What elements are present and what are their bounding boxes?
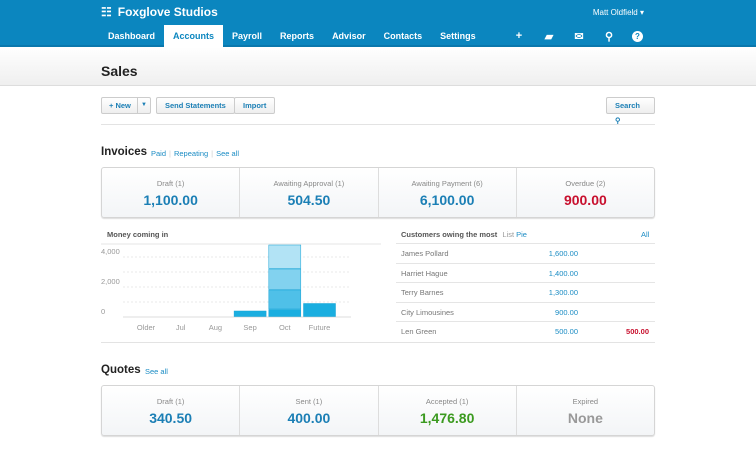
customer-amount: 900.00	[555, 307, 578, 317]
customer-row[interactable]: Harriet Hague 1,400.00	[396, 262, 655, 283]
pie-view-link[interactable]: Pie	[516, 230, 527, 239]
main-nav: Dashboard Accounts Payroll Reports Advis…	[99, 25, 485, 47]
import-button[interactable]: Import	[234, 97, 276, 114]
customer-name[interactable]: Terry Barnes	[401, 288, 444, 298]
customer-overdue: 500.00	[626, 327, 649, 337]
customer-amount: 1,300.00	[548, 288, 578, 298]
divider	[101, 342, 655, 343]
invoice-card-draft[interactable]: Draft (1) 1,100.00	[102, 168, 241, 217]
quote-summary: Draft (1) 340.50 Sent (1) 400.00 Accepted …	[101, 385, 655, 436]
search-button[interactable]: Search ⚲	[606, 97, 655, 125]
nav-settings[interactable]: Settings	[440, 31, 476, 41]
customer-amount: 500.00	[555, 327, 578, 337]
invoice-summary: Draft (1) 1,100.00 Awaiting Approval (1) 5…	[101, 167, 655, 218]
y-tick-label: 2,000	[101, 277, 120, 286]
x-tick-label: Future	[309, 323, 331, 332]
search-icon: ⚲	[615, 116, 621, 125]
top-bar: ☷ Foxglove Studios Matt Oldfield ▾ Dashbo…	[0, 0, 756, 47]
see-all-link[interactable]: See all	[216, 149, 240, 158]
new-button[interactable]: + New ▼	[101, 97, 151, 114]
x-tick-label: Oct	[279, 323, 292, 332]
x-tick-label: Aug	[209, 323, 222, 332]
nav-accounts[interactable]: Accounts	[164, 25, 224, 47]
nav-advisor[interactable]: Advisor	[332, 31, 366, 41]
bar-segment	[303, 303, 336, 317]
nav-reports[interactable]: Reports	[280, 31, 315, 41]
invoice-card-awaiting-payment[interactable]: Awaiting Payment (6) 6,100.00	[379, 168, 517, 217]
bar-segment	[268, 309, 302, 317]
bar-segment	[268, 268, 302, 290]
customers-title: Customers owing the most List Pie	[401, 230, 527, 239]
mail-icon[interactable]: ✉	[574, 30, 584, 43]
x-tick-label: Older	[137, 323, 156, 332]
invoice-card-overdue[interactable]: Overdue (2) 900.00	[563, 179, 607, 208]
plus-icon[interactable]: +	[515, 30, 523, 42]
customer-row[interactable]: City Limousines 900.00	[396, 301, 655, 322]
folder-icon[interactable]: ▰	[544, 30, 554, 43]
y-tick-label: 4,000	[101, 247, 120, 256]
money-coming-in-chart: 4,000 2,000 0 Older Jul Aug Sep Oct Future	[101, 243, 381, 332]
customer-row[interactable]: Len Green 500.00 500.00	[396, 321, 655, 341]
customer-name[interactable]: City Limousines	[401, 307, 454, 317]
bar-segment	[268, 289, 302, 310]
x-tick-label: Sep	[243, 323, 256, 332]
nav-dashboard[interactable]: Dashboard	[108, 31, 156, 41]
chevron-down-icon[interactable]: ▼	[137, 98, 150, 113]
customer-name[interactable]: Harriet Hague	[401, 268, 448, 278]
divider	[101, 124, 655, 125]
all-customers-link[interactable]: All	[641, 230, 650, 239]
send-statements-button[interactable]: Send Statements	[156, 97, 235, 114]
customer-name[interactable]: James Pollard	[401, 249, 449, 258]
customer-row[interactable]: Terry Barnes 1,300.00	[396, 282, 655, 302]
menu-icon: ☷	[101, 5, 112, 19]
org-switcher[interactable]: ☷ Foxglove Studios	[101, 5, 218, 19]
invoices-heading: Invoices	[101, 146, 148, 158]
customer-amount: 1,400.00	[548, 268, 578, 278]
user-menu[interactable]: Matt Oldfield ▾	[592, 8, 644, 17]
quotes-see-all-link[interactable]: See all	[145, 367, 168, 376]
nav-contacts[interactable]: Contacts	[383, 31, 423, 41]
paid-link[interactable]: Paid	[151, 149, 167, 158]
nav-payroll[interactable]: Payroll	[232, 31, 263, 41]
search-icon[interactable]: ⚲	[604, 30, 614, 43]
customer-row[interactable]: James Pollard 1,600.00	[396, 243, 655, 263]
list-view-link[interactable]: List	[502, 230, 515, 239]
page-title: Sales	[101, 63, 138, 79]
chart-title: Money coming in	[107, 230, 169, 239]
x-tick-label: Jul	[176, 323, 186, 332]
repeating-link[interactable]: Repeating	[173, 149, 209, 158]
quotes-heading: Quotes	[101, 364, 141, 376]
bar-segment	[233, 310, 267, 317]
bar-segment	[268, 244, 302, 269]
quote-card-expired[interactable]: Expired None	[567, 397, 603, 426]
quote-card-sent[interactable]: Sent (1) 400.00	[240, 386, 379, 435]
help-icon[interactable]: ?	[632, 30, 643, 42]
quote-card-accepted[interactable]: Accepted (1) 1,476.80	[379, 386, 517, 435]
quote-card-draft[interactable]: Draft (1) 340.50	[102, 386, 241, 435]
invoice-card-awaiting-approval[interactable]: Awaiting Approval (1) 504.50	[240, 168, 379, 217]
y-tick-label: 0	[101, 307, 105, 316]
customer-amount: 1,600.00	[548, 249, 578, 258]
page-header: Sales	[0, 47, 756, 86]
customer-name[interactable]: Len Green	[401, 327, 437, 337]
